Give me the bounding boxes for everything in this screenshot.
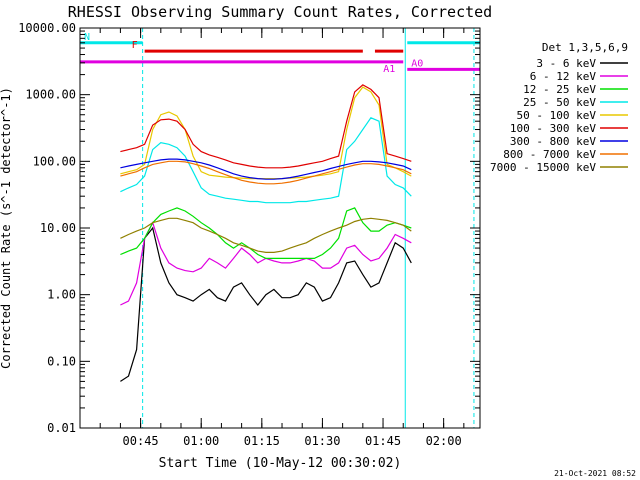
series-line-7 bbox=[120, 158, 412, 180]
y-tick-label: 10.00 bbox=[40, 221, 76, 235]
chart-title: RHESSI Observing Summary Count Rates, Co… bbox=[68, 3, 492, 21]
series-line-9 bbox=[120, 217, 412, 253]
footer-date: 21-Oct-2021 08:52 bbox=[554, 469, 636, 478]
y-tick-label: 0.10 bbox=[47, 354, 76, 368]
series-line-4 bbox=[120, 117, 412, 204]
x-tick-label: 00:45 bbox=[123, 434, 159, 448]
flag-label-a0: A0 bbox=[411, 58, 423, 69]
y-tick-label: 100.00 bbox=[33, 154, 76, 168]
legend-title: Det 1,3,5,6,9 bbox=[542, 41, 628, 54]
y-tick-label: 1.00 bbox=[47, 288, 76, 302]
flag-label-n: N bbox=[84, 32, 90, 43]
legend-label: 3 - 6 keV bbox=[536, 57, 596, 70]
legend-label: 800 - 7000 keV bbox=[503, 148, 596, 161]
flag-label-f: F bbox=[132, 40, 138, 51]
series-line-8 bbox=[120, 160, 412, 185]
legend-label: 7000 - 15000 keV bbox=[490, 161, 596, 174]
x-tick-label: 02:00 bbox=[426, 434, 462, 448]
flag-label-a1: A1 bbox=[383, 64, 395, 75]
series-line-1 bbox=[120, 226, 412, 382]
legend-label: 50 - 100 keV bbox=[517, 109, 597, 122]
y-axis-label: Corrected Count Rate (s^-1 detector^-1) bbox=[0, 87, 13, 369]
x-tick-label: 01:15 bbox=[244, 434, 280, 448]
y-tick-label: 1000.00 bbox=[25, 88, 76, 102]
x-tick-label: 01:30 bbox=[304, 434, 340, 448]
series-line-6 bbox=[120, 84, 412, 169]
legend-label: 100 - 300 keV bbox=[510, 122, 596, 135]
series-line-3 bbox=[120, 207, 412, 259]
legend-label: 25 - 50 keV bbox=[523, 96, 596, 109]
x-tick-label: 01:00 bbox=[183, 434, 219, 448]
x-tick-label: 01:45 bbox=[365, 434, 401, 448]
y-tick-label: 10000.00 bbox=[18, 21, 76, 35]
x-axis-label: Start Time (10-May-12 00:30:02) bbox=[159, 456, 402, 471]
legend-label: 12 - 25 keV bbox=[523, 83, 596, 96]
y-tick-label: 0.01 bbox=[47, 421, 76, 435]
legend-label: 6 - 12 keV bbox=[530, 70, 597, 83]
legend-label: 300 - 800 keV bbox=[510, 135, 596, 148]
axes-layer: 0.01 0.10 1.00 10.00 100.00 1000.00 10000.00 00… bbox=[18, 21, 480, 448]
